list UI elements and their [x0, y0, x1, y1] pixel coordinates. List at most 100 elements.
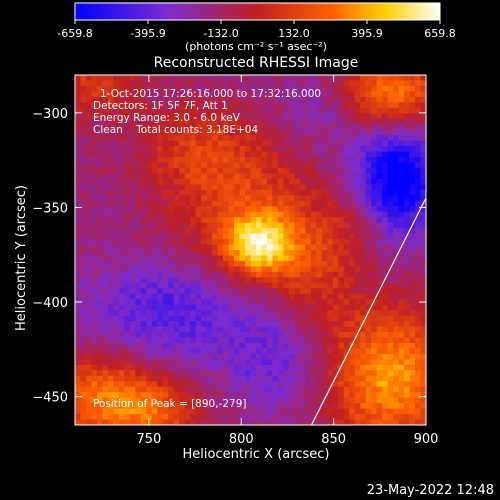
heatmap-cell [179, 321, 186, 328]
heatmap-cell [272, 135, 279, 142]
heatmap-cell [146, 140, 153, 147]
heatmap-cell [85, 342, 93, 350]
heatmap-cell [234, 239, 241, 246]
heatmap-cell [212, 288, 219, 295]
heatmap-cell [75, 96, 82, 103]
heatmap-cell [201, 157, 208, 164]
heatmap-cell [129, 381, 136, 388]
heatmap-cell [124, 364, 131, 371]
heatmap-cell [371, 157, 378, 164]
heatmap-cell [354, 299, 361, 306]
heatmap-cell [91, 195, 98, 202]
heatmap-cell [283, 211, 290, 218]
heatmap-cell [245, 102, 252, 109]
heatmap-cell [404, 173, 411, 180]
heatmap-cell [398, 118, 405, 125]
heatmap-cell [206, 102, 213, 109]
heatmap-cell [371, 222, 378, 229]
heatmap-cell [327, 370, 334, 377]
heatmap-cell [349, 157, 356, 164]
heatmap-cell [261, 260, 268, 268]
heatmap-cell [168, 217, 175, 224]
heatmap-cell [332, 146, 339, 153]
heatmap-cell [343, 118, 350, 125]
heatmap-cell [321, 85, 328, 93]
heatmap-cell [283, 332, 290, 339]
heatmap-cell [102, 222, 109, 229]
heatmap-cell [299, 337, 306, 344]
heatmap-cell [228, 173, 235, 180]
heatmap-cell [338, 277, 345, 284]
heatmap-cell [360, 342, 367, 350]
heatmap-cell [332, 304, 339, 311]
heatmap-area [75, 75, 426, 425]
heatmap-cell [316, 408, 323, 415]
heatmap-cell [168, 85, 175, 93]
heatmap-cell [261, 129, 268, 136]
heatmap-cell [239, 217, 246, 224]
heatmap-cell [179, 353, 186, 360]
heatmap-cell [288, 326, 295, 333]
heatmap-cell [162, 118, 169, 125]
heatmap-cell [415, 178, 422, 185]
heatmap-cell [382, 184, 389, 191]
heatmap-cell [223, 140, 230, 147]
heatmap-cell [245, 392, 252, 399]
heatmap-cell [140, 107, 147, 114]
heatmap-cell [299, 332, 306, 339]
heatmap-cell [250, 321, 257, 328]
heatmap-cell [245, 239, 252, 246]
heatmap-cell [266, 91, 274, 98]
heatmap-cell [272, 195, 279, 202]
limb-line [310, 197, 426, 425]
heatmap-cell [107, 397, 114, 404]
heatmap-cell [206, 206, 213, 213]
heatmap-cell [327, 80, 334, 87]
heatmap-cell [288, 299, 295, 306]
heatmap-cell [118, 195, 125, 202]
heatmap-cell [327, 85, 334, 93]
heatmap-cell [151, 85, 158, 93]
heatmap-cell [387, 332, 394, 339]
heatmap-cell [107, 91, 114, 98]
heatmap-cell [228, 299, 235, 306]
heatmap-cell [75, 244, 82, 251]
heatmap-cell [217, 381, 224, 388]
heatmap-cell [299, 414, 306, 421]
heatmap-cell [190, 184, 197, 191]
heatmap-cell [387, 233, 394, 240]
heatmap-cell [107, 353, 114, 360]
heatmap-cell [349, 310, 356, 317]
heatmap-cell [124, 233, 131, 240]
heatmap-cell [321, 233, 328, 240]
heatmap-cell [360, 359, 367, 366]
heatmap-cell [245, 233, 252, 240]
heatmap-cell [288, 162, 295, 169]
heatmap-cell [124, 342, 131, 350]
heatmap-cell [223, 260, 230, 268]
heatmap-cell [234, 293, 241, 300]
heatmap-cell [316, 217, 323, 224]
heatmap-cell [239, 189, 246, 196]
heatmap-cell [91, 277, 98, 284]
heatmap-cell [261, 282, 268, 289]
heatmap-cell [206, 157, 213, 164]
heatmap-cell [261, 315, 268, 322]
heatmap-cell [316, 403, 323, 410]
heatmap-cell [129, 250, 136, 257]
heatmap-cell [349, 189, 356, 196]
heatmap-cell [151, 348, 158, 355]
heatmap-cell [151, 271, 158, 278]
heatmap-cell [305, 310, 312, 317]
heatmap-cell [75, 189, 82, 196]
heatmap-cell [250, 364, 257, 371]
heatmap-cell [85, 167, 93, 175]
heatmap-cell [250, 135, 257, 142]
heatmap-cell [294, 408, 301, 415]
heatmap-cell [107, 403, 114, 410]
heatmap-cell [118, 239, 125, 246]
heatmap-cell [338, 239, 345, 246]
heatmap-cell [371, 233, 378, 240]
heatmap-cell [321, 222, 328, 229]
heatmap-cell [168, 200, 175, 207]
